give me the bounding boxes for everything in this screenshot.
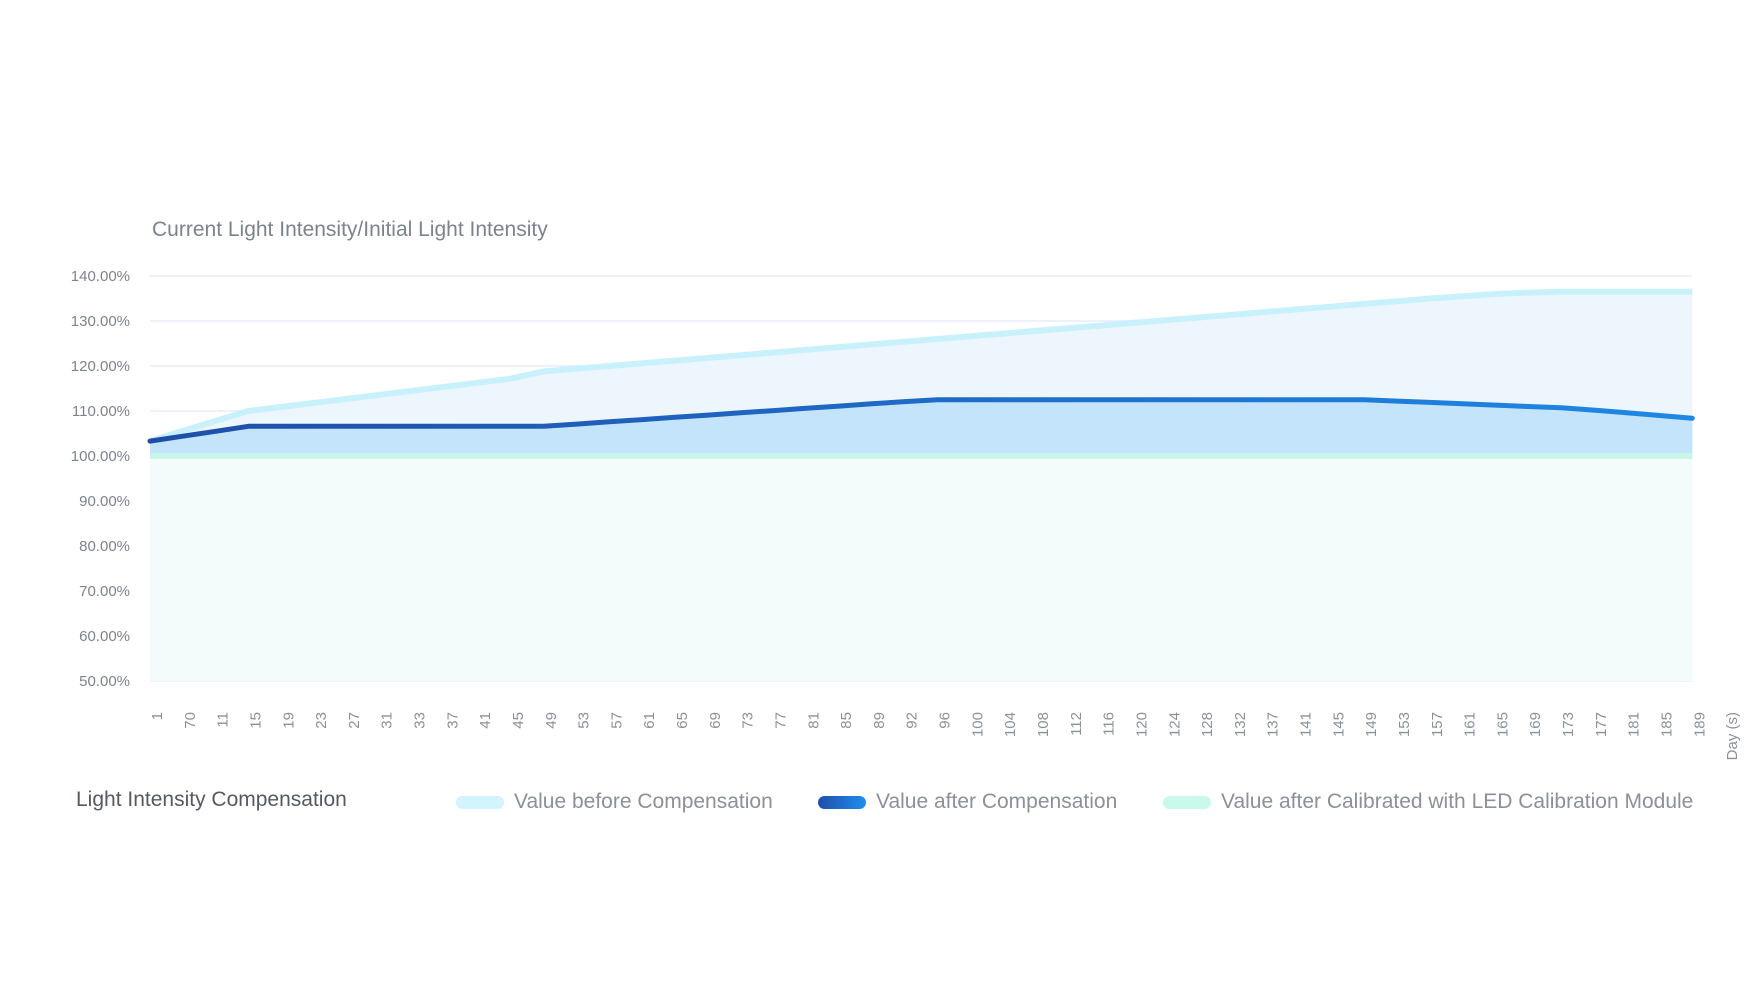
legend-title: Light Intensity Compensation: [76, 788, 347, 811]
x-tick-label: 73: [740, 712, 757, 729]
x-tick-label: 85: [838, 712, 855, 729]
x-tick-label: 112: [1068, 712, 1085, 736]
x-tick-label: 69: [707, 712, 724, 729]
x-tick-label: 173: [1560, 712, 1577, 737]
x-tick-label: 33: [412, 712, 429, 729]
x-tick-label: 132: [1232, 712, 1249, 737]
x-tick-label: 31: [379, 712, 396, 729]
x-tick-label: 165: [1494, 712, 1511, 737]
x-tick-label: 120: [1133, 712, 1150, 737]
y-tick-label: 70.00%: [79, 583, 130, 600]
x-tick-label: 45: [510, 712, 527, 729]
y-tick-label: 120.00%: [71, 358, 130, 375]
after-area: [150, 399, 1693, 456]
x-tick-label: 1: [149, 712, 166, 720]
x-tick-label: 124: [1166, 712, 1183, 737]
y-tick-label: 140.00%: [71, 268, 130, 285]
y-axis-ticks: 140.00% 130.00% 120.00% 110.00% 100.00% 90.00…: [71, 268, 130, 690]
y-tick-label: 50.00%: [79, 673, 130, 690]
legend-item-calibrated[interactable]: Value after Calibrated with LED Calibrat…: [1163, 786, 1693, 818]
y-axis-title: Current Light Intensity/Initial Light In…: [152, 218, 548, 241]
x-tick-label: 145: [1330, 712, 1347, 737]
x-tick-label: 89: [871, 712, 888, 729]
x-tick-label: 92: [904, 712, 921, 729]
x-tick-label: 53: [576, 712, 593, 729]
x-tick-label: 185: [1658, 712, 1675, 737]
series-lines: [147, 288, 1695, 459]
x-tick-label: 161: [1462, 712, 1479, 737]
x-tick-label: 141: [1298, 712, 1315, 737]
legend-label: Value after Calibrated with LED Calibrat…: [1221, 790, 1694, 813]
x-tick-label: 149: [1363, 712, 1380, 737]
x-tick-label: Day (s): [1724, 712, 1741, 760]
series-areas: [150, 291, 1693, 681]
y-tick-label: 60.00%: [79, 628, 130, 645]
x-tick-label: 19: [280, 712, 297, 729]
x-tick-label: 11: [215, 712, 232, 728]
x-tick-label: 70: [182, 712, 199, 729]
x-tick-label: 49: [543, 712, 560, 729]
y-tick-label: 130.00%: [71, 313, 130, 330]
x-tick-label: 181: [1626, 712, 1643, 737]
legend-label: Value before Compensation: [514, 790, 773, 813]
x-tick-label: 169: [1527, 712, 1544, 737]
x-tick-label: 157: [1429, 712, 1446, 737]
x-tick-label: 189: [1691, 712, 1708, 737]
legend-swatch-before: [456, 795, 504, 809]
x-tick-label: 96: [937, 712, 954, 729]
legend-swatch-after: [818, 795, 866, 809]
x-tick-label: 108: [1035, 712, 1052, 737]
x-tick-label: 15: [247, 712, 264, 729]
x-tick-label: 65: [674, 712, 691, 729]
x-tick-label: 177: [1593, 712, 1610, 737]
calibrated-area: [150, 456, 1693, 681]
x-tick-label: 23: [313, 712, 330, 729]
x-tick-label: 41: [477, 712, 494, 729]
x-tick-label: 61: [641, 712, 658, 729]
y-tick-label: 110.00%: [72, 403, 130, 420]
legend-label: Value after Compensation: [876, 790, 1118, 813]
before-line: [149, 288, 1693, 444]
legend-item-after[interactable]: Value after Compensation: [818, 786, 1117, 818]
y-tick-label: 100.00%: [71, 448, 130, 465]
legend-swatch-calibrated: [1163, 795, 1211, 809]
x-tick-label: 137: [1265, 712, 1282, 737]
y-tick-label: 80.00%: [79, 538, 130, 555]
x-tick-label: 81: [805, 712, 822, 729]
x-tick-label: 37: [444, 712, 461, 729]
x-tick-label: 104: [1002, 712, 1019, 737]
y-tick-label: 90.00%: [79, 493, 130, 510]
legend: Light Intensity Compensation Value befor…: [0, 786, 1764, 820]
x-axis-ticks: 1 70 11 15 19 23 27 31 33 37 41 45 49 53 57 61 65 69 73 77 8…: [149, 712, 1741, 760]
x-tick-label: 57: [608, 712, 625, 729]
x-tick-label: 153: [1396, 712, 1413, 737]
x-tick-label: 27: [346, 712, 363, 729]
x-tick-label: 128: [1199, 712, 1216, 737]
x-tick-label: 116: [1101, 712, 1118, 736]
legend-item-before[interactable]: Value before Compensation: [456, 786, 773, 818]
x-tick-label: 100: [969, 712, 986, 737]
x-tick-label: 77: [772, 712, 789, 729]
after-line: [147, 397, 1695, 444]
